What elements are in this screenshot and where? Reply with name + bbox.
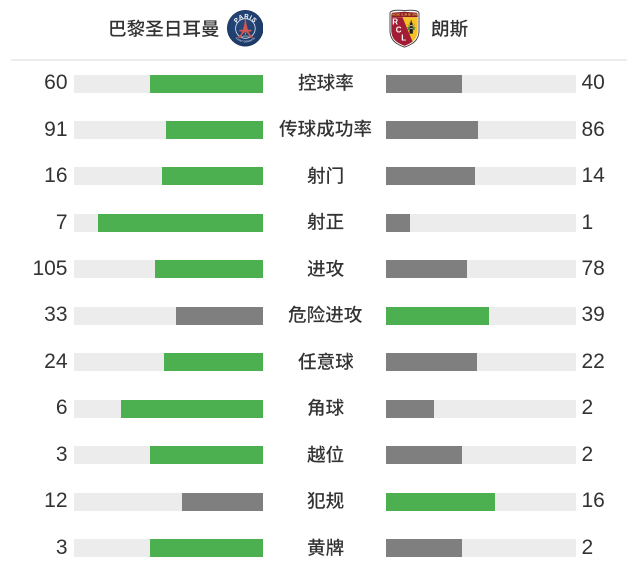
- svg-text:L: L: [402, 34, 407, 43]
- svg-text:RACING CLUB DE LENS: RACING CLUB DE LENS: [391, 14, 418, 17]
- svg-text:C: C: [396, 26, 402, 35]
- svg-text:R: R: [393, 18, 399, 27]
